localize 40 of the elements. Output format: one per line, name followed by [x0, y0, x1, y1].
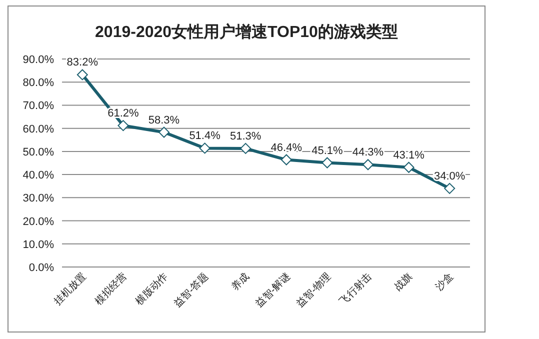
y-tick-label: 50.0% [22, 146, 54, 158]
point [403, 162, 414, 173]
data-label: 44.3% [352, 146, 384, 159]
point [199, 142, 210, 154]
point [118, 120, 129, 132]
data-label: 43.1% [393, 149, 425, 162]
x-tick-label: 挂机放置 [52, 270, 89, 308]
data-label: 51.3% [230, 130, 262, 142]
point [240, 142, 252, 154]
point [362, 159, 374, 170]
x-tick-label: 横版动作 [133, 270, 170, 308]
y-tick-label: 10.0% [22, 238, 54, 251]
x-tick-label: 飞行射击 [337, 270, 374, 308]
y-tick-label: 20.0% [22, 216, 54, 228]
x-tick-label: 战旗 [392, 270, 415, 294]
data-label: 58.3% [148, 114, 180, 126]
point [158, 126, 170, 138]
y-tick-label: 40.0% [22, 170, 54, 182]
y-tick-label: 90.0% [22, 54, 54, 66]
y-tick-label: 60.0% [22, 123, 54, 136]
x-tick-label: 益智-答题 [172, 270, 211, 310]
y-tick-label: 80.0% [22, 77, 54, 90]
data-label: 83.2% [66, 56, 98, 69]
point [322, 157, 333, 168]
data-label: 46.4% [270, 142, 302, 154]
x-tick-label: 益智-物理 [294, 270, 334, 310]
point [280, 154, 292, 166]
data-label: 51.4% [189, 130, 221, 142]
data-label: 45.1% [312, 144, 344, 157]
y-tick-label: 0.0% [28, 262, 54, 274]
x-tick-label: 沙盒 [433, 270, 456, 294]
x-tick-label: 模拟经营 [92, 270, 130, 308]
x-tick-label: 益智-解谜 [253, 270, 293, 310]
y-tick-label: 70.0% [22, 100, 54, 112]
x-tick-label: 养成 [229, 270, 252, 294]
point [444, 182, 456, 194]
y-tick-label: 30.0% [22, 192, 54, 205]
data-label: 34.0% [434, 170, 466, 182]
chart-title: 2019-2020女性用户增速TOP10的游戏类型 [95, 23, 398, 41]
point [76, 69, 88, 80]
